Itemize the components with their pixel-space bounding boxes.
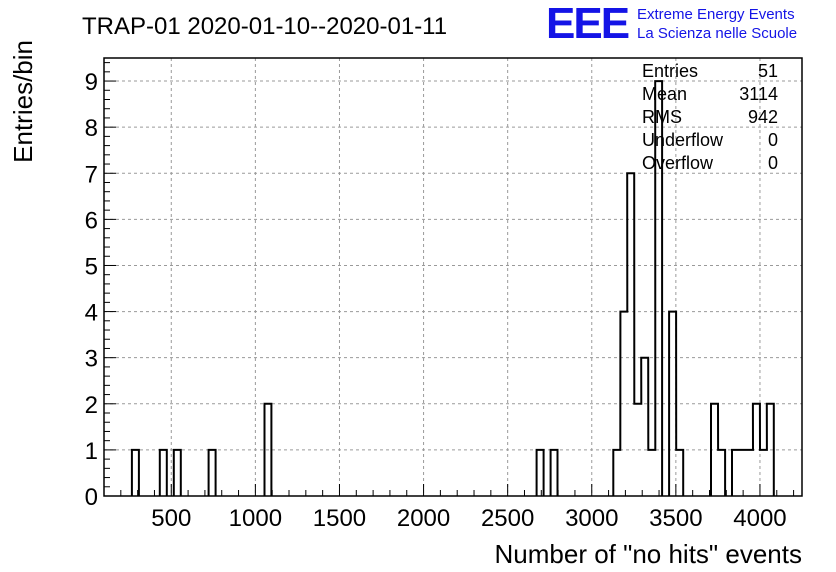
histogram-bin <box>718 450 725 496</box>
y-axis: 0 1 2 3 4 5 6 7 8 9 <box>85 62 116 511</box>
x-axis-label: Number of "no hits" events <box>495 539 803 569</box>
stats-value: 0 <box>768 153 778 173</box>
stats-box: Entries 51 Mean 3114 RMS 942 Underflow 0 Overflo… <box>642 61 778 173</box>
stats-value: 0 <box>768 130 778 150</box>
y-tick-label: 0 <box>85 484 98 511</box>
stats-label: RMS <box>642 107 682 127</box>
y-tick-label: 6 <box>85 207 98 234</box>
eee-logo: EEE Extreme Energy Events La Scienza nel… <box>546 0 797 48</box>
stats-value: 3114 <box>739 84 778 104</box>
eee-logo-line1: Extreme Energy Events <box>637 6 795 23</box>
histogram-bin <box>613 450 620 496</box>
eee-logo-line2: La Scienza nelle Scuole <box>637 25 797 42</box>
y-tick-label: 3 <box>85 346 98 373</box>
x-axis: 500 1000 1500 2000 2500 3000 3500 4000 <box>103 484 795 532</box>
stats-label: Mean <box>642 84 687 104</box>
y-tick-label: 2 <box>85 392 98 419</box>
x-tick-label: 1500 <box>313 505 366 532</box>
stats-value: 942 <box>748 107 778 127</box>
histogram-bin <box>732 450 739 496</box>
x-tick-label: 4000 <box>733 505 786 532</box>
histogram-outline <box>130 80 775 496</box>
y-axis-label: Entries/bin <box>8 40 38 163</box>
histogram-bin <box>132 450 139 496</box>
x-tick-label: 2500 <box>481 505 534 532</box>
histogram-bin <box>627 173 634 496</box>
histogram-bin <box>209 450 216 496</box>
histogram-bin <box>648 450 655 496</box>
x-tick-label: 500 <box>151 505 191 532</box>
chart-title: TRAP-01 2020-01-10--2020-01-11 <box>82 13 447 40</box>
stats-value: 51 <box>758 61 778 81</box>
y-tick-label: 8 <box>85 115 98 142</box>
y-tick-label: 1 <box>85 438 98 465</box>
histogram-bin <box>746 450 753 496</box>
x-tick-label: 1000 <box>229 505 282 532</box>
y-tick-label: 7 <box>85 161 98 188</box>
y-tick-label: 5 <box>85 253 98 280</box>
y-tick-label: 4 <box>85 300 98 327</box>
histogram-bin <box>160 450 167 496</box>
stats-label: Entries <box>642 61 698 81</box>
histogram-bin <box>537 450 544 496</box>
stats-label: Overflow <box>642 153 714 173</box>
histogram-bin <box>676 450 683 496</box>
histogram-bin <box>641 358 648 496</box>
plot-frame <box>103 57 803 497</box>
eee-logo-mark: EEE <box>546 0 629 48</box>
x-tick-label: 2000 <box>397 505 450 532</box>
histogram-bin <box>174 450 181 496</box>
y-tick-label: 9 <box>85 69 98 96</box>
x-tick-label: 3500 <box>649 505 702 532</box>
x-tick-label: 3000 <box>565 505 618 532</box>
stats-label: Underflow <box>642 130 724 150</box>
histogram-bin <box>739 450 746 496</box>
histogram-bin <box>760 450 767 496</box>
grid-lines <box>104 58 802 496</box>
